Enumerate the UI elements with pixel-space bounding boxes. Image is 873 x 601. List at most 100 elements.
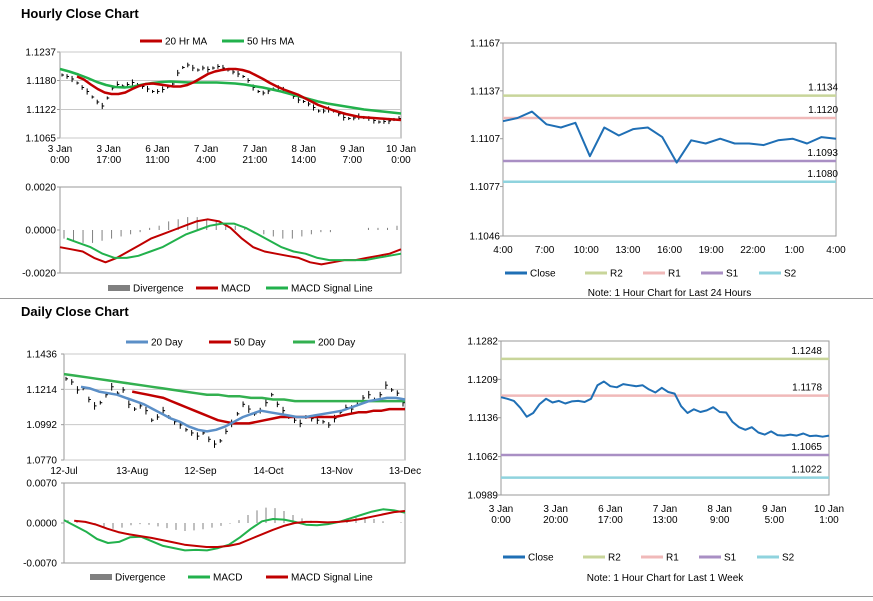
daily-ma20-line bbox=[80, 385, 406, 433]
daily-price-xtick-label: 13-Aug bbox=[116, 466, 148, 477]
daily-price-ytick-label: 1.0992 bbox=[26, 420, 57, 431]
hourly-price-ytick-label: 1.1180 bbox=[26, 76, 56, 87]
daily-week-level-label-s1: 1.1065 bbox=[791, 442, 822, 453]
hourly-price-xtick-label: 6 Jan 11:00 bbox=[145, 144, 170, 166]
daily-ma200-line bbox=[63, 372, 405, 403]
hourly-24h-note: Note: 1 Hour Chart for Last 24 Hours bbox=[588, 288, 751, 299]
daily-week-legend-close-label: Close bbox=[528, 553, 554, 564]
legend-daily-divergence-swatch bbox=[90, 574, 112, 580]
hourly-24h-ytick-label: 1.1167 bbox=[470, 39, 500, 50]
daily-week-frame bbox=[500, 340, 830, 496]
daily-week-note: Note: 1 Hour Chart for Last 1 Week bbox=[587, 573, 745, 584]
bottom-divider bbox=[0, 596, 873, 597]
hourly-24h-xtick-label: 4:00 bbox=[826, 245, 846, 256]
daily-week-xtick-label: 7 Jan 13:00 bbox=[652, 504, 677, 526]
daily-macd-ytick-label: -0.0070 bbox=[23, 559, 57, 570]
daily-macd-ytick-label: 0.0000 bbox=[26, 519, 57, 530]
daily-price-xtick-label: 12-Sep bbox=[184, 466, 217, 477]
hourly-24h-level-label-r2: 1.1134 bbox=[808, 83, 838, 94]
hourly-macd-ytick-label: 0.0020 bbox=[25, 183, 56, 194]
daily-section-title: Daily Close Chart bbox=[21, 304, 129, 319]
hourly-24h-level-label-r1: 1.1120 bbox=[808, 105, 838, 116]
daily-price-xtick-label: 14-Oct bbox=[254, 466, 284, 477]
daily-week-xtick-label: 8 Jan 9:00 bbox=[707, 504, 731, 526]
hourly-24h-xtick-label: 13:00 bbox=[615, 245, 640, 256]
hourly-24h-ytick-label: 1.1077 bbox=[469, 182, 500, 193]
legend-hourly-macd-label: MACD bbox=[221, 284, 250, 295]
hourly-24h-xtick-label: 19:00 bbox=[699, 245, 724, 256]
hourly-24h-legend-s1-label: S1 bbox=[726, 269, 739, 280]
daily-ma50-line bbox=[131, 390, 405, 425]
hourly-24h-xtick-label: 1:00 bbox=[785, 245, 805, 256]
hourly-ma50-line bbox=[59, 67, 402, 115]
hourly-24h-legend-close-label: Close bbox=[530, 269, 556, 280]
daily-week-legend-r1-label: R1 bbox=[666, 553, 679, 564]
hourly-price-xtick-label: 10 Jan 0:00 bbox=[386, 144, 416, 166]
daily-week-ytick-label: 1.1062 bbox=[467, 452, 498, 463]
daily-price-xtick-label: 13-Nov bbox=[321, 466, 353, 477]
daily-week-legend-s1-label: S1 bbox=[724, 553, 737, 564]
hourly-price-xtick-label: 7 Jan 21:00 bbox=[242, 144, 267, 166]
hourly-macd-ytick-label: -0.0020 bbox=[22, 269, 56, 280]
hourly-price-xtick-label: 3 Jan 0:00 bbox=[48, 144, 72, 166]
daily-price-ytick-label: 1.1214 bbox=[26, 385, 57, 396]
hourly-24h-level-label-s1: 1.1093 bbox=[807, 148, 838, 159]
hourly-24h-xtick-label: 7:00 bbox=[535, 245, 555, 256]
daily-week-xtick-label: 10 Jan 1:00 bbox=[814, 504, 844, 526]
hourly-price-xtick-label: 3 Jan 17:00 bbox=[96, 144, 121, 166]
daily-macd-frame bbox=[63, 482, 406, 564]
hourly-price-ytick-label: 1.1122 bbox=[26, 105, 56, 116]
hourly-section-title: Hourly Close Chart bbox=[21, 6, 139, 21]
hourly-24h-ytick-label: 1.1046 bbox=[469, 232, 500, 243]
hourly-price-ytick-label: 1.1237 bbox=[25, 48, 56, 59]
hourly-24h-level-label-s2: 1.1080 bbox=[807, 169, 838, 180]
daily-week-level-label-s2: 1.1022 bbox=[791, 465, 822, 476]
daily-price-ytick-label: 1.0770 bbox=[26, 456, 57, 467]
daily-signal-line bbox=[74, 510, 406, 548]
daily-week-ytick-label: 1.0989 bbox=[467, 491, 498, 502]
legend-hourly-divergence-swatch bbox=[108, 285, 130, 291]
hourly-ma20-line bbox=[76, 67, 402, 122]
daily-week-xtick-label: 3 Jan 20:00 bbox=[543, 504, 568, 526]
hourly-price-xtick-label: 8 Jan 14:00 bbox=[291, 144, 316, 166]
daily-week-ytick-label: 1.1136 bbox=[468, 413, 498, 424]
legend-20-day-label: 20 Day bbox=[151, 338, 183, 349]
daily-macd-line bbox=[63, 508, 406, 552]
hourly-24h-xtick-label: 10:00 bbox=[574, 245, 599, 256]
daily-price-xtick-label: 13-Dec bbox=[389, 466, 421, 477]
hourly-price-xtick-label: 7 Jan 4:00 bbox=[194, 144, 218, 166]
daily-week-xtick-label: 9 Jan 5:00 bbox=[762, 504, 786, 526]
hourly-24h-xtick-label: 22:00 bbox=[740, 245, 765, 256]
hourly-24h-legend-s2-label: S2 bbox=[784, 269, 797, 280]
section-divider bbox=[0, 298, 873, 299]
legend-daily-signal-label: MACD Signal Line bbox=[291, 573, 373, 584]
daily-week-legend-r2-label: R2 bbox=[608, 553, 621, 564]
hourly-price-ytick-label: 1.1065 bbox=[25, 134, 56, 145]
daily-week-ytick-label: 1.1282 bbox=[467, 337, 498, 348]
daily-week-legend-s2-label: S2 bbox=[782, 553, 795, 564]
daily-price-ytick-label: 1.1436 bbox=[26, 350, 57, 361]
legend-50hrs-ma-label: 50 Hrs MA bbox=[247, 37, 295, 48]
daily-week-ytick-label: 1.1209 bbox=[467, 375, 498, 386]
hourly-24h-legend-r2-label: R2 bbox=[610, 269, 623, 280]
hourly-24h-close-line bbox=[502, 110, 837, 164]
daily-week-xtick-label: 3 Jan 0:00 bbox=[489, 504, 513, 526]
daily-week-level-label-r2: 1.1248 bbox=[791, 346, 822, 357]
hourly-24h-legend-r1-label: R1 bbox=[668, 269, 681, 280]
hourly-price-xtick-label: 9 Jan 7:00 bbox=[340, 144, 364, 166]
daily-price-xtick-label: 12-Jul bbox=[50, 466, 77, 477]
hourly-24h-xtick-label: 4:00 bbox=[493, 245, 513, 256]
daily-week-level-label-r1: 1.1178 bbox=[792, 383, 822, 394]
legend-20hr-ma-label: 20 Hr MA bbox=[165, 37, 208, 48]
hourly-macd-ytick-label: 0.0000 bbox=[25, 226, 56, 237]
hourly-signal-line bbox=[66, 222, 402, 262]
hourly-24h-ytick-label: 1.1107 bbox=[470, 134, 500, 145]
daily-macd-ytick-label: 0.0070 bbox=[26, 479, 57, 490]
hourly-24h-frame bbox=[502, 42, 837, 237]
legend-daily-divergence-label: Divergence bbox=[115, 573, 166, 584]
legend-hourly-divergence-label: Divergence bbox=[133, 284, 184, 295]
hourly-24h-xtick-label: 16:00 bbox=[657, 245, 682, 256]
daily-week-close-line bbox=[500, 380, 830, 438]
hourly-24h-ytick-label: 1.1137 bbox=[470, 86, 500, 97]
